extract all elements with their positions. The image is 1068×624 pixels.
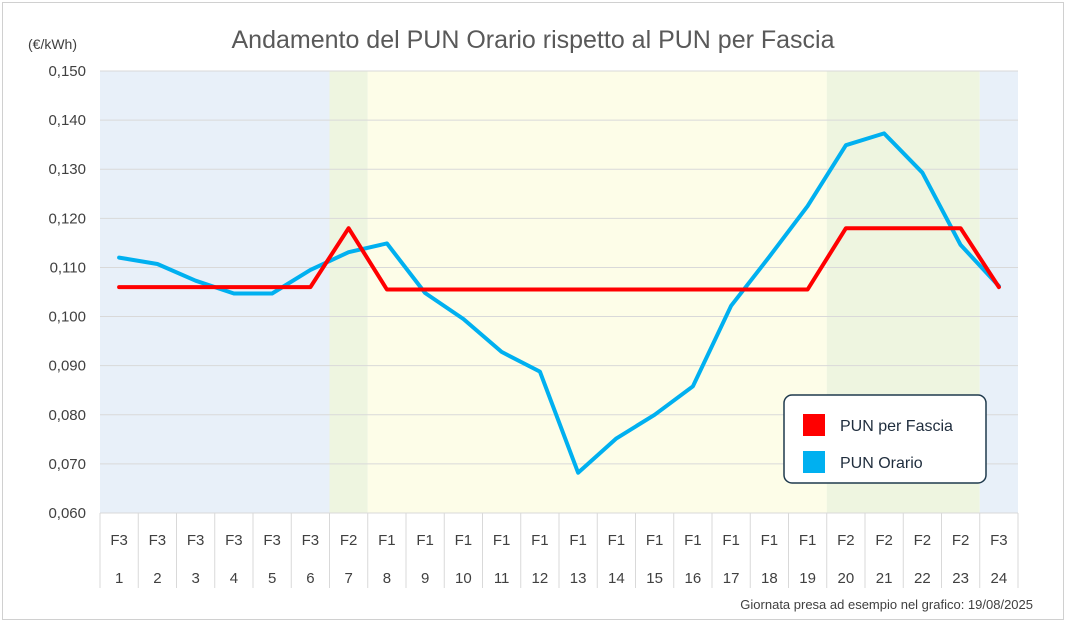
hour-label: 4 bbox=[230, 570, 238, 587]
fascia-label: F2 bbox=[952, 532, 970, 549]
hour-fascia-table: F3 1 F3 2 F3 3 F3 4 F3 5 F3 6 F2 7 F1 8 F1 9 F1 10 F1 11 F1 12 F… bbox=[99, 512, 1019, 588]
hour-label: 5 bbox=[268, 570, 276, 587]
hour-label: 1 bbox=[115, 570, 123, 587]
hour-label: 22 bbox=[914, 570, 931, 587]
band-f2-7 bbox=[329, 71, 368, 513]
y-tick-label: 0,120 bbox=[48, 210, 86, 227]
footnote: Giornata presa ad esempio nel grafico: 1… bbox=[740, 597, 1033, 612]
y-tick-label: 0,060 bbox=[48, 505, 86, 522]
y-axis-unit-label: (€/kWh) bbox=[28, 36, 77, 52]
hour-label: 6 bbox=[306, 570, 314, 587]
fascia-label: F3 bbox=[149, 532, 167, 549]
chart-title: Andamento del PUN Orario rispetto al PUN… bbox=[231, 26, 834, 54]
fascia-label: F1 bbox=[799, 532, 817, 549]
fascia-label: F2 bbox=[340, 532, 358, 549]
fascia-label: F1 bbox=[455, 532, 473, 549]
y-tick-label: 0,080 bbox=[48, 407, 86, 424]
fascia-label: F1 bbox=[569, 532, 587, 549]
band-f3-1 bbox=[100, 71, 330, 513]
y-tick-label: 0,110 bbox=[50, 259, 86, 276]
series-line-pun-per-fascia bbox=[117, 226, 1001, 292]
fascia-label: F3 bbox=[990, 532, 1008, 549]
fascia-label: F1 bbox=[761, 532, 779, 549]
legend: PUN per Fascia PUN Orario bbox=[783, 394, 987, 484]
hour-label: 14 bbox=[608, 570, 625, 587]
legend-label-pun-per-fascia: PUN per Fascia bbox=[840, 418, 953, 435]
fascia-label: F1 bbox=[684, 532, 702, 549]
fascia-label: F1 bbox=[493, 532, 511, 549]
y-tick-label: 0,140 bbox=[48, 112, 86, 129]
y-tick-label: 0,150 bbox=[48, 63, 86, 80]
legend-swatch-pun-per-fascia bbox=[803, 414, 825, 436]
series-lines bbox=[117, 131, 1001, 475]
hour-label: 23 bbox=[952, 570, 969, 587]
legend-label-pun-orario: PUN Orario bbox=[840, 455, 923, 472]
hour-label: 17 bbox=[723, 570, 740, 587]
hour-label: 13 bbox=[570, 570, 587, 587]
hour-label: 12 bbox=[532, 570, 549, 587]
hour-label: 7 bbox=[344, 570, 352, 587]
series-line-pun-orario bbox=[117, 131, 1001, 475]
hour-label: 18 bbox=[761, 570, 778, 587]
y-tick-label: 0,100 bbox=[48, 309, 86, 326]
fascia-label: F3 bbox=[225, 532, 243, 549]
legend-swatch-pun-orario bbox=[803, 451, 825, 473]
hour-label: 2 bbox=[153, 570, 161, 587]
hour-label: 24 bbox=[991, 570, 1008, 587]
fascia-label: F1 bbox=[608, 532, 626, 549]
legend-box bbox=[783, 394, 987, 484]
fascia-label: F2 bbox=[875, 532, 893, 549]
fascia-label: F2 bbox=[837, 532, 855, 549]
hour-label: 15 bbox=[646, 570, 663, 587]
fascia-label: F3 bbox=[110, 532, 128, 549]
fascia-label: F1 bbox=[378, 532, 396, 549]
hour-label: 9 bbox=[421, 570, 429, 587]
fascia-label: F2 bbox=[914, 532, 932, 549]
hour-label: 8 bbox=[383, 570, 391, 587]
hour-label: 21 bbox=[876, 570, 893, 587]
fascia-label: F1 bbox=[416, 532, 434, 549]
hour-label: 19 bbox=[799, 570, 816, 587]
fascia-label: F3 bbox=[263, 532, 281, 549]
fascia-label: F1 bbox=[531, 532, 549, 549]
y-tick-label: 0,090 bbox=[48, 358, 86, 375]
hour-label: 11 bbox=[494, 570, 510, 587]
y-tick-label: 0,130 bbox=[48, 161, 86, 178]
band-f1-8 bbox=[367, 71, 827, 513]
fascia-label: F3 bbox=[187, 532, 205, 549]
fascia-label: F1 bbox=[646, 532, 664, 549]
y-axis-tick-labels: 0,150 0,140 0,130 0,120 0,110 0,100 0,090 0,080… bbox=[48, 63, 86, 522]
hour-label: 20 bbox=[838, 570, 855, 587]
y-tick-label: 0,070 bbox=[48, 456, 86, 473]
hour-label: 10 bbox=[455, 570, 472, 587]
fascia-label: F3 bbox=[302, 532, 320, 549]
fascia-label: F1 bbox=[722, 532, 740, 549]
hour-label: 3 bbox=[191, 570, 199, 587]
hour-label: 16 bbox=[685, 570, 702, 587]
